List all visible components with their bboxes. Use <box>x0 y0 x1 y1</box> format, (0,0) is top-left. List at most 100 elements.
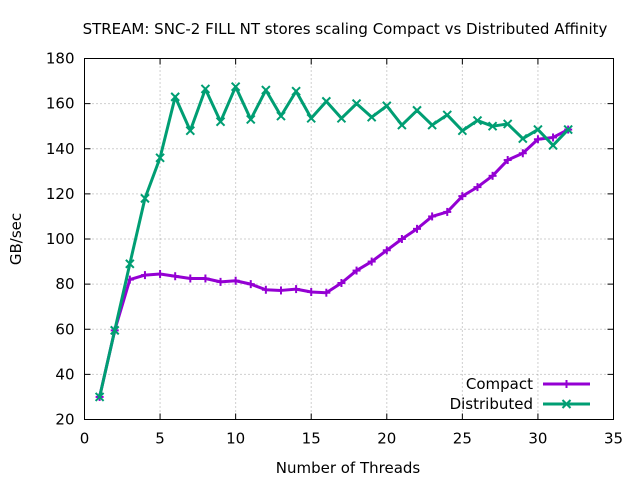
marker-stroke <box>382 101 392 111</box>
y-tick-label: 100 <box>46 230 75 248</box>
marker-stroke <box>366 112 377 122</box>
data-point <box>518 149 527 158</box>
y-tick-label: 40 <box>55 365 74 383</box>
data-point <box>215 116 226 127</box>
data-point <box>352 266 361 275</box>
data-point <box>200 84 211 94</box>
data-point <box>307 288 316 297</box>
data-point <box>518 133 528 144</box>
marker-stroke <box>155 153 165 163</box>
data-point <box>322 288 331 297</box>
y-tick-label: 180 <box>46 50 75 68</box>
data-point <box>502 119 513 129</box>
data-point <box>291 86 301 96</box>
data-point <box>171 272 180 281</box>
x-tick-label: 25 <box>453 430 472 448</box>
marker-stroke <box>427 120 437 130</box>
data-point <box>276 111 286 121</box>
data-point <box>94 392 105 402</box>
marker-stroke <box>276 111 286 121</box>
grid <box>84 58 614 420</box>
marker-stroke <box>487 121 498 131</box>
legend-entry-distributed: Distributed <box>450 395 590 413</box>
data-point <box>230 81 241 92</box>
marker-stroke <box>351 98 362 109</box>
marker-stroke <box>518 133 528 144</box>
x-tick-label: 15 <box>302 430 321 448</box>
data-point <box>246 280 255 289</box>
data-point <box>306 113 316 123</box>
marker-stroke <box>125 259 135 269</box>
data-point <box>442 110 452 120</box>
x-tick-label: 30 <box>528 430 547 448</box>
data-point <box>366 112 377 122</box>
x-axis-title: Number of Threads <box>276 459 421 477</box>
data-point <box>428 212 437 221</box>
series-layer <box>94 81 573 402</box>
marker-stroke <box>336 113 347 123</box>
marker-stroke <box>442 110 452 120</box>
data-point <box>156 269 165 278</box>
y-tick-label: 80 <box>55 275 74 293</box>
data-point <box>351 98 362 109</box>
legend-marker <box>561 399 572 409</box>
marker-stroke <box>397 120 407 130</box>
data-point <box>412 105 422 116</box>
data-point <box>185 125 196 136</box>
data-point <box>549 133 558 142</box>
data-point <box>216 277 225 286</box>
data-point <box>533 135 542 144</box>
marker-stroke <box>110 325 120 336</box>
marker-stroke <box>200 84 211 94</box>
data-point <box>382 101 392 111</box>
marker-stroke <box>230 81 241 92</box>
data-point <box>413 224 422 233</box>
data-point <box>503 156 512 165</box>
marker-stroke <box>472 115 483 126</box>
series-line-distributed <box>98 85 570 398</box>
marker-stroke <box>140 193 150 204</box>
y-axis-title: GB/sec <box>7 213 25 265</box>
data-point <box>261 285 270 294</box>
marker-stroke <box>170 92 180 102</box>
marker-stroke <box>563 124 573 135</box>
data-point <box>443 207 452 216</box>
data-point <box>337 278 346 287</box>
marker-stroke <box>291 86 301 96</box>
x-tick-label: 10 <box>226 430 245 448</box>
marker-stroke <box>457 125 468 136</box>
chart-title: STREAM: SNC-2 FILL NT stores scaling Com… <box>83 20 608 38</box>
data-point <box>140 193 150 204</box>
data-point <box>292 285 301 294</box>
data-point <box>457 125 468 136</box>
data-point <box>336 113 347 123</box>
marker-stroke <box>261 85 271 95</box>
axis-ticks: 20 40 60 80 100 120 140 160 180 0 5 10 15 20 25 30 35 <box>46 50 623 448</box>
data-point <box>473 183 482 192</box>
series-compact <box>95 125 573 401</box>
data-point <box>276 286 285 295</box>
data-point <box>427 120 437 130</box>
legend-entry-compact: Compact <box>466 375 590 393</box>
y-tick-label: 160 <box>46 95 75 113</box>
data-point <box>367 257 376 266</box>
marker-stroke <box>215 116 226 127</box>
marker-stroke <box>412 105 422 116</box>
marker-stroke <box>533 124 543 135</box>
x-tick-label: 0 <box>80 430 90 448</box>
marker-stroke <box>321 96 332 107</box>
data-point <box>186 274 195 283</box>
y-tick-label: 120 <box>46 185 75 203</box>
x-tick-label: 5 <box>155 430 165 448</box>
marker-stroke <box>561 399 572 409</box>
marker-stroke <box>185 125 196 136</box>
marker-stroke <box>246 114 256 125</box>
marker-stroke <box>306 113 316 123</box>
legend-label: Compact <box>466 375 533 393</box>
data-point <box>563 124 573 135</box>
data-point <box>321 96 332 107</box>
y-tick-label: 60 <box>55 320 74 338</box>
data-point <box>472 115 483 126</box>
data-point <box>548 140 558 151</box>
